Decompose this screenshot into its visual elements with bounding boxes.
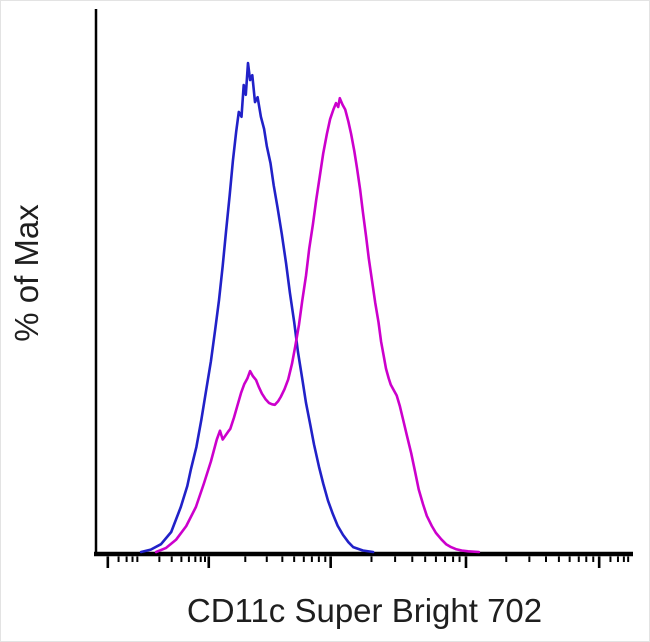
histogram-curve-blue-histogram bbox=[139, 61, 375, 554]
histogram-curve-magenta-histogram bbox=[154, 96, 481, 554]
y-axis-label: % of Max bbox=[8, 204, 45, 342]
x-axis-label: CD11c Super Bright 702 bbox=[186, 592, 543, 629]
